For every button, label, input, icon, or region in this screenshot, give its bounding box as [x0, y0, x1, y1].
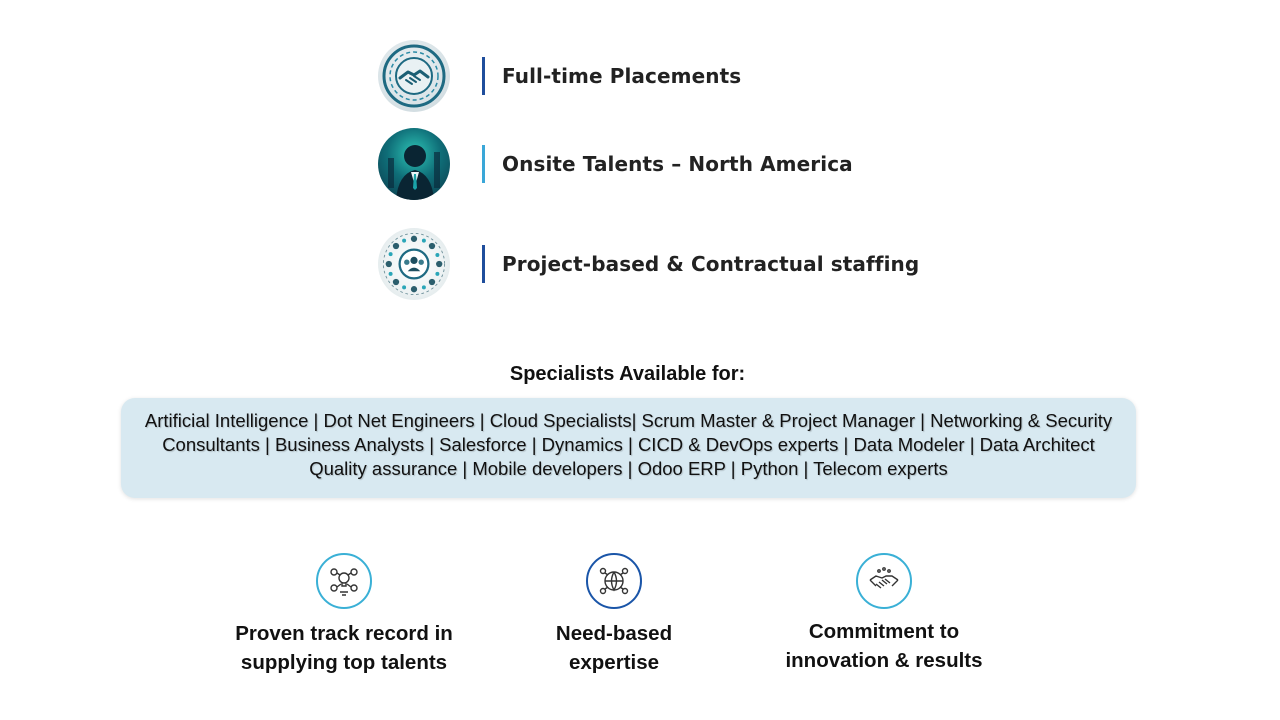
separator-bar [482, 57, 485, 95]
feature-need-based-expertise: Need-based expertise [494, 553, 734, 677]
handshake-icon [378, 40, 450, 112]
service-label: Onsite Talents – North America [502, 152, 853, 176]
feature-title: Need-based expertise [555, 622, 673, 674]
separator-bar [482, 245, 485, 283]
specialists-list-box: Artificial Intelligence | Dot Net Engine… [121, 398, 1136, 498]
feature-track-record: Proven track record in supplying top tal… [224, 553, 464, 677]
service-label: Full-time Placements [502, 64, 742, 88]
feature-title: Proven track record in supplying top tal… [235, 622, 453, 674]
separator-bar [482, 145, 485, 183]
globe-network-icon [586, 553, 642, 609]
feature-commitment: Commitment to innovation & results [764, 553, 1004, 675]
team-network-icon [378, 228, 450, 300]
feature-title: Commitment to innovation & results [785, 620, 983, 672]
specialists-heading: Specialists Available for: [509, 363, 746, 385]
handshake-icon [856, 553, 912, 609]
service-onsite-talents: Onsite Talents – North America [378, 127, 853, 201]
service-label: Project-based & Contractual staffing [502, 252, 920, 276]
service-full-time-placements: Full-time Placements [378, 39, 741, 113]
ideas-network-icon [316, 553, 372, 609]
service-project-based-staffing: Project-based & Contractual staffing [378, 227, 919, 301]
businessman-icon [378, 128, 450, 200]
